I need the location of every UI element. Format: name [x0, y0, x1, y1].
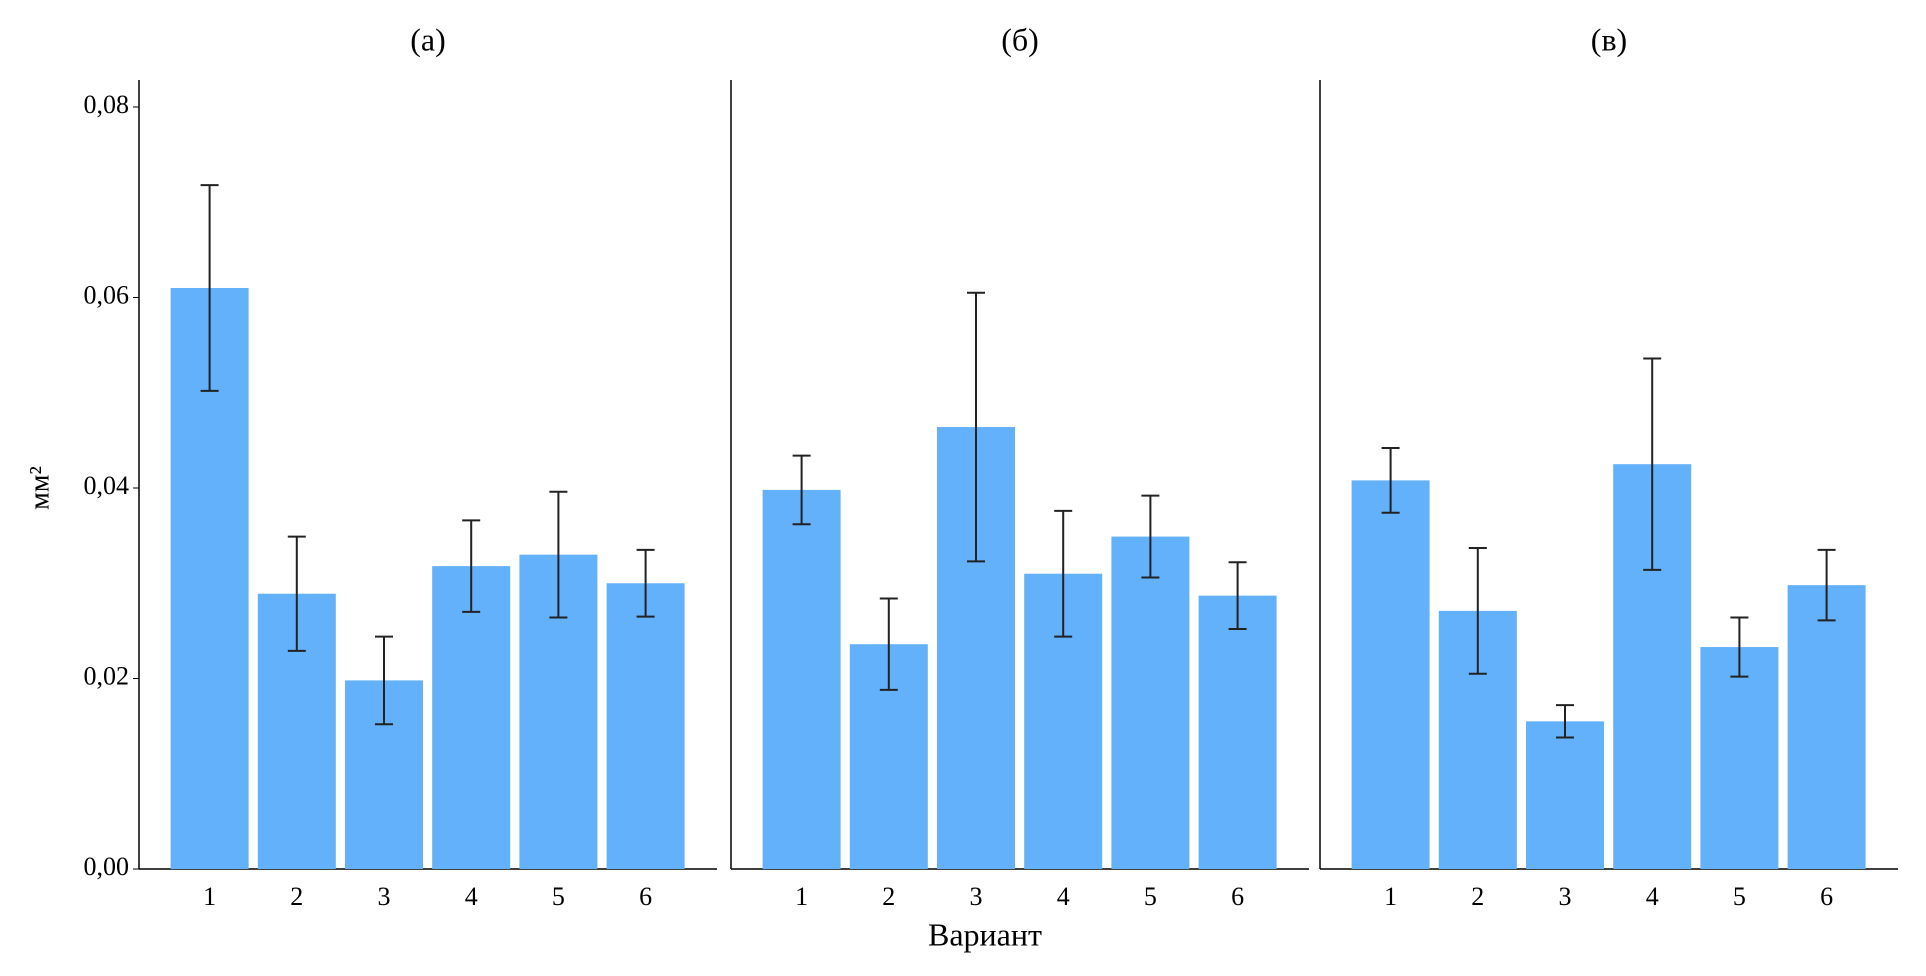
x-axis-label: Вариант	[928, 916, 1042, 952]
y-tick-label: 0,08	[84, 90, 130, 119]
x-tick-label: 5	[1144, 882, 1157, 911]
x-tick-label: 3	[970, 882, 983, 911]
y-tick-label: 0,00	[84, 852, 130, 881]
x-tick-label: 6	[1820, 882, 1833, 911]
x-tick-label: 4	[465, 882, 478, 911]
bar	[1526, 721, 1604, 869]
bar	[1700, 647, 1779, 869]
x-tick-label: 5	[552, 882, 565, 911]
x-tick-label: 4	[1057, 882, 1070, 911]
y-tick-label: 0,02	[84, 661, 130, 690]
y-tick-label: 0,06	[84, 280, 130, 309]
x-tick-label: 4	[1646, 882, 1659, 911]
panel-title: (б)	[1001, 21, 1039, 57]
x-tick-label: 5	[1733, 882, 1746, 911]
bar	[432, 566, 511, 869]
bar	[606, 583, 685, 869]
panel-title: (в)	[1591, 21, 1627, 57]
bar	[1198, 595, 1277, 869]
x-tick-label: 2	[290, 882, 303, 911]
x-tick-label: 2	[882, 882, 895, 911]
panel-title: (а)	[410, 21, 446, 57]
x-tick-label: 3	[378, 882, 391, 911]
x-tick-label: 6	[639, 882, 652, 911]
y-axis-label: мм²	[24, 466, 55, 510]
bar	[762, 489, 841, 869]
bar	[1787, 585, 1866, 869]
x-tick-label: 1	[203, 882, 216, 911]
y-tick-label: 0,04	[84, 471, 130, 500]
x-tick-label: 3	[1559, 882, 1572, 911]
x-tick-label: 1	[1384, 882, 1397, 911]
bar	[1351, 480, 1430, 869]
x-tick-label: 2	[1471, 882, 1484, 911]
x-tick-label: 6	[1231, 882, 1244, 911]
x-tick-label: 1	[795, 882, 808, 911]
bar	[1111, 536, 1190, 869]
